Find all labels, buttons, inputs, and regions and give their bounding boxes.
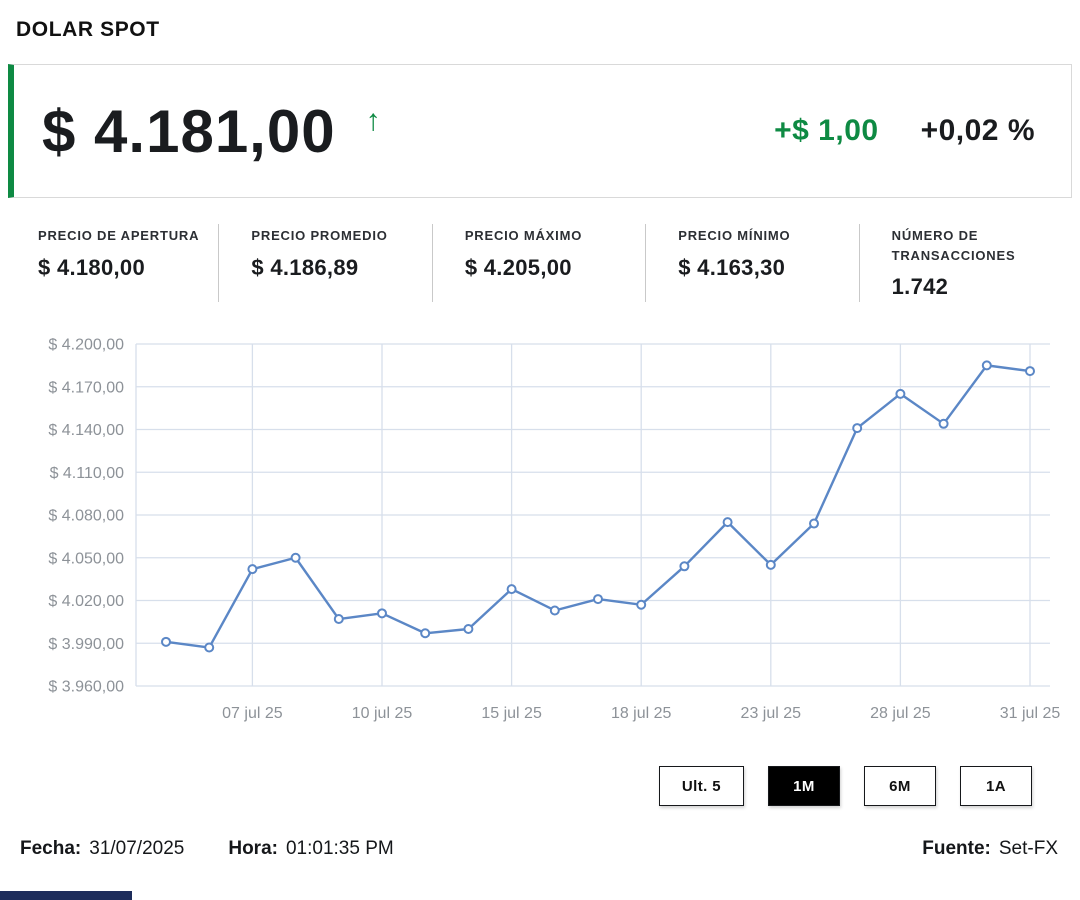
up-arrow-icon: ↑ (365, 104, 381, 137)
bottom-accent-bar (0, 891, 132, 900)
fuente-group: Fuente: Set-FX (922, 838, 1058, 860)
page-title: DOLAR SPOT (16, 18, 160, 41)
price-chart-area: $ 4.200,00 $ 4.170,00 $ 4.140,00 $ 4.110,00… (8, 332, 1072, 740)
svg-text:$ 4.020,00: $ 4.020,00 (48, 593, 124, 610)
svg-text:$ 4.170,00: $ 4.170,00 (48, 379, 124, 396)
svg-text:15 jul 25: 15 jul 25 (481, 705, 542, 722)
fuente-value: Set-FX (998, 838, 1058, 859)
stat-value: 1.742 (891, 274, 949, 299)
price-chart: $ 4.200,00 $ 4.170,00 $ 4.140,00 $ 4.110,00… (48, 337, 1061, 723)
svg-text:28 jul 25: 28 jul 25 (870, 705, 931, 722)
hora-value: 01:01:35 PM (285, 838, 394, 859)
range-button-6m[interactable]: 6M (864, 766, 936, 806)
daily-stats-row: PRECIO DE APERTURA $ 4.180,00 PRECIO PRO… (8, 224, 1072, 302)
svg-text:18 jul 25: 18 jul 25 (611, 705, 672, 722)
range-button-ult5[interactable]: Ult. 5 (658, 766, 744, 806)
hora-label: Hora: (228, 838, 278, 859)
stat-label: PRECIO PROMEDIO (251, 228, 388, 243)
svg-text:07 jul 25: 07 jul 25 (222, 705, 283, 722)
stat-label: PRECIO MÍNIMO (678, 228, 791, 243)
stat-label: PRECIO DE APERTURA (38, 228, 200, 243)
stat-numero-transacciones: NÚMERO DE TRANSACCIONES 1.742 (858, 224, 1072, 302)
range-button-1m[interactable]: 1M (768, 766, 840, 806)
svg-text:$ 3.960,00: $ 3.960,00 (48, 679, 124, 696)
svg-text:$ 4.110,00: $ 4.110,00 (50, 465, 125, 482)
stat-value: $ 4.180,00 (38, 254, 145, 280)
range-selector: Ult. 5 1M 6M 1A (8, 766, 1072, 806)
hora-group: Hora: 01:01:35 PM (228, 838, 393, 860)
stat-label: PRECIO MÁXIMO (464, 228, 583, 243)
svg-text:23 jul 25: 23 jul 25 (741, 705, 802, 722)
fuente-label: Fuente: (922, 838, 991, 859)
footer-bar: Fecha: 31/07/2025 Hora: 01:01:35 PM Fuente… (8, 838, 1072, 860)
stat-value: $ 4.163,30 (678, 254, 786, 280)
svg-text:31 jul 25: 31 jul 25 (1000, 705, 1061, 722)
stat-precio-maximo: PRECIO MÁXIMO $ 4.205,00 (431, 224, 645, 302)
svg-text:$ 4.200,00: $ 4.200,00 (48, 337, 124, 354)
price-change-group: +$ 1,00 +0,02 % (774, 114, 1035, 148)
svg-text:$ 4.140,00: $ 4.140,00 (48, 422, 124, 439)
svg-text:10 jul 25: 10 jul 25 (352, 705, 413, 722)
stat-value: $ 4.205,00 (464, 254, 572, 280)
svg-text:$ 3.990,00: $ 3.990,00 (48, 636, 124, 653)
current-price-panel: $ 4.181,00 ↑ +$ 1,00 +0,02 % (8, 64, 1072, 198)
current-price: $ 4.181,00 (42, 97, 336, 165)
fecha-label: Fecha: (20, 838, 82, 859)
stat-value: $ 4.186,89 (251, 254, 359, 280)
stat-precio-promedio: PRECIO PROMEDIO $ 4.186,89 (218, 224, 431, 302)
stat-label: NÚMERO DE TRANSACCIONES (891, 228, 1016, 263)
price-change-absolute: +$ 1,00 (774, 114, 879, 147)
stat-precio-minimo: PRECIO MÍNIMO $ 4.163,30 (645, 224, 858, 302)
range-button-1a[interactable]: 1A (960, 766, 1032, 806)
dolar-spot-widget: DOLAR SPOT $ 4.181,00 ↑ +$ 1,00 +0,02 % … (8, 18, 1072, 860)
price-change-percent: +0,02 % (920, 114, 1035, 147)
stat-precio-apertura: PRECIO DE APERTURA $ 4.180,00 (8, 224, 218, 302)
svg-text:$ 4.050,00: $ 4.050,00 (48, 550, 124, 567)
svg-text:$ 4.080,00: $ 4.080,00 (48, 508, 124, 525)
fecha-value: 31/07/2025 (89, 838, 185, 859)
fecha-group: Fecha: 31/07/2025 (20, 838, 184, 860)
